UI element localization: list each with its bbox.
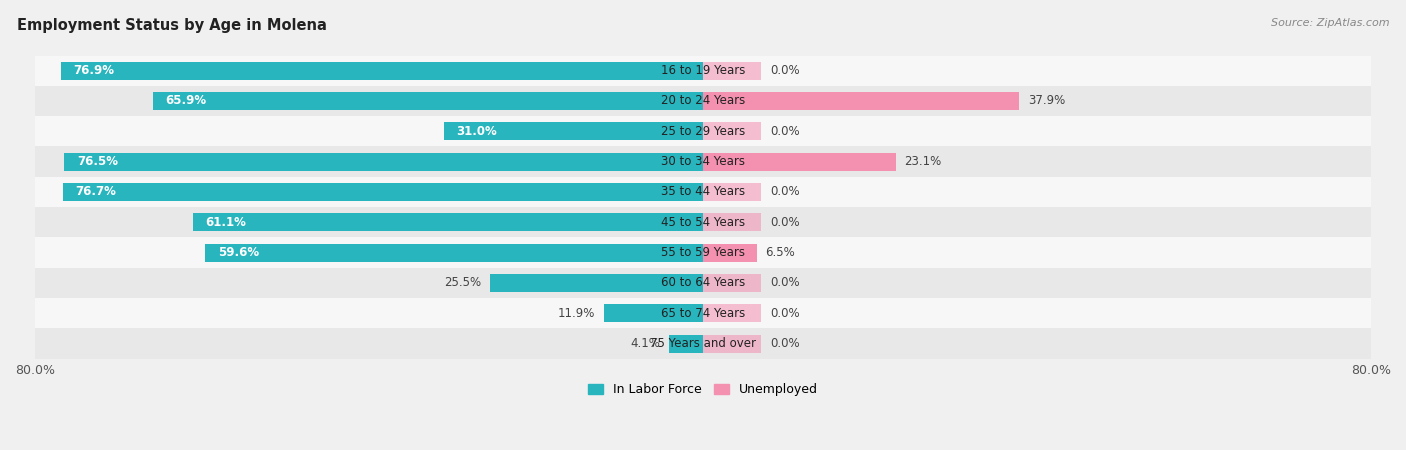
Bar xyxy=(35,238,1371,268)
Text: 25 to 29 Years: 25 to 29 Years xyxy=(661,125,745,138)
Bar xyxy=(703,183,762,201)
Text: 37.9%: 37.9% xyxy=(1028,94,1066,108)
Text: 6.5%: 6.5% xyxy=(766,246,796,259)
Text: 55 to 59 Years: 55 to 59 Years xyxy=(661,246,745,259)
Bar xyxy=(669,334,703,353)
Bar xyxy=(153,92,703,110)
Bar xyxy=(35,55,1371,86)
Bar xyxy=(65,153,703,171)
Text: 75 Years and over: 75 Years and over xyxy=(650,337,756,350)
Text: 25.5%: 25.5% xyxy=(444,276,482,289)
Bar xyxy=(35,116,1371,147)
Text: 0.0%: 0.0% xyxy=(770,337,800,350)
Bar xyxy=(703,304,762,322)
Text: 0.0%: 0.0% xyxy=(770,276,800,289)
Text: 0.0%: 0.0% xyxy=(770,307,800,320)
Text: 30 to 34 Years: 30 to 34 Years xyxy=(661,155,745,168)
Bar xyxy=(60,62,703,80)
Bar xyxy=(205,243,703,262)
Text: 60 to 64 Years: 60 to 64 Years xyxy=(661,276,745,289)
Bar xyxy=(35,147,1371,177)
Text: 76.5%: 76.5% xyxy=(77,155,118,168)
Text: 0.0%: 0.0% xyxy=(770,125,800,138)
Text: Employment Status by Age in Molena: Employment Status by Age in Molena xyxy=(17,18,326,33)
Bar xyxy=(703,213,762,231)
Text: 0.0%: 0.0% xyxy=(770,216,800,229)
Text: 23.1%: 23.1% xyxy=(904,155,942,168)
Bar xyxy=(703,122,762,140)
Text: 11.9%: 11.9% xyxy=(558,307,595,320)
Bar xyxy=(62,183,703,201)
Bar xyxy=(703,274,762,292)
Text: 65 to 74 Years: 65 to 74 Years xyxy=(661,307,745,320)
Bar xyxy=(35,207,1371,238)
Text: 76.9%: 76.9% xyxy=(73,64,114,77)
Text: 35 to 44 Years: 35 to 44 Years xyxy=(661,185,745,198)
Text: 0.0%: 0.0% xyxy=(770,185,800,198)
Text: 0.0%: 0.0% xyxy=(770,64,800,77)
Bar xyxy=(703,62,762,80)
Bar xyxy=(35,298,1371,328)
Text: 65.9%: 65.9% xyxy=(166,94,207,108)
Text: 31.0%: 31.0% xyxy=(457,125,498,138)
Text: 59.6%: 59.6% xyxy=(218,246,259,259)
Text: 4.1%: 4.1% xyxy=(630,337,661,350)
Text: 76.7%: 76.7% xyxy=(75,185,115,198)
Text: 45 to 54 Years: 45 to 54 Years xyxy=(661,216,745,229)
Text: 16 to 19 Years: 16 to 19 Years xyxy=(661,64,745,77)
Legend: In Labor Force, Unemployed: In Labor Force, Unemployed xyxy=(583,378,823,401)
Bar xyxy=(35,177,1371,207)
Text: 20 to 24 Years: 20 to 24 Years xyxy=(661,94,745,108)
Bar xyxy=(35,86,1371,116)
Bar xyxy=(703,153,896,171)
Bar xyxy=(603,304,703,322)
Bar xyxy=(703,92,1019,110)
Bar xyxy=(193,213,703,231)
Text: Source: ZipAtlas.com: Source: ZipAtlas.com xyxy=(1271,18,1389,28)
Bar xyxy=(703,243,758,262)
Bar xyxy=(35,328,1371,359)
Bar xyxy=(444,122,703,140)
Bar xyxy=(703,334,762,353)
Bar xyxy=(491,274,703,292)
Text: 61.1%: 61.1% xyxy=(205,216,246,229)
Bar xyxy=(35,268,1371,298)
